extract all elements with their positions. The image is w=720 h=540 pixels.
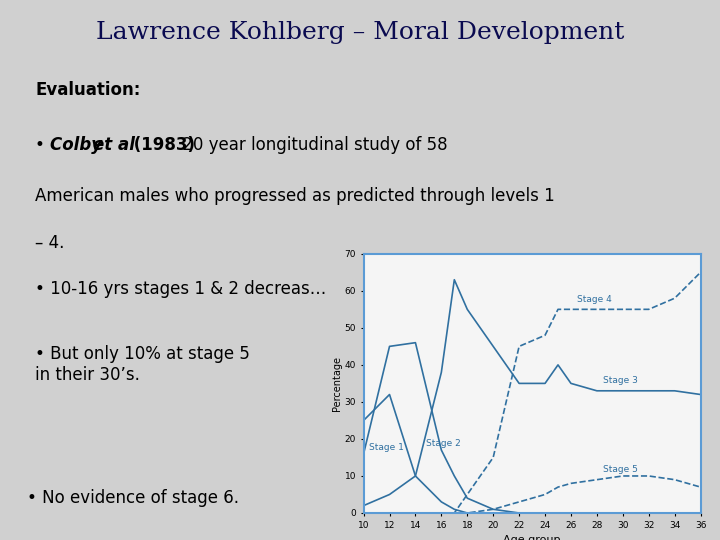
Text: Stage 1: Stage 1 <box>369 443 404 452</box>
Text: 20 year longitudinal study of 58: 20 year longitudinal study of 58 <box>176 136 447 154</box>
Text: et al: et al <box>93 136 135 154</box>
Text: •: • <box>35 136 50 154</box>
Text: – 4.: – 4. <box>35 234 65 253</box>
Text: • 10-16 yrs stages 1 & 2 decreas…: • 10-16 yrs stages 1 & 2 decreas… <box>35 280 326 298</box>
Text: American males who progressed as predicted through levels 1: American males who progressed as predict… <box>35 187 555 205</box>
Text: Lawrence Kohlberg – Moral Development: Lawrence Kohlberg – Moral Development <box>96 22 624 44</box>
Text: (1983): (1983) <box>128 136 195 154</box>
Text: Evaluation:: Evaluation: <box>35 80 140 99</box>
Text: Colby: Colby <box>50 136 108 154</box>
Text: • No evidence of stage 6.: • No evidence of stage 6. <box>27 489 239 507</box>
Text: Stage 5: Stage 5 <box>603 465 638 474</box>
X-axis label: Age group: Age group <box>503 535 561 540</box>
Text: • But only 10% at stage 5
in their 30’s.: • But only 10% at stage 5 in their 30’s. <box>35 345 250 384</box>
Text: Stage 4: Stage 4 <box>577 295 612 304</box>
Text: Stage 2: Stage 2 <box>426 440 461 448</box>
Text: Stage 3: Stage 3 <box>603 376 638 386</box>
Y-axis label: Percentage: Percentage <box>332 356 342 411</box>
